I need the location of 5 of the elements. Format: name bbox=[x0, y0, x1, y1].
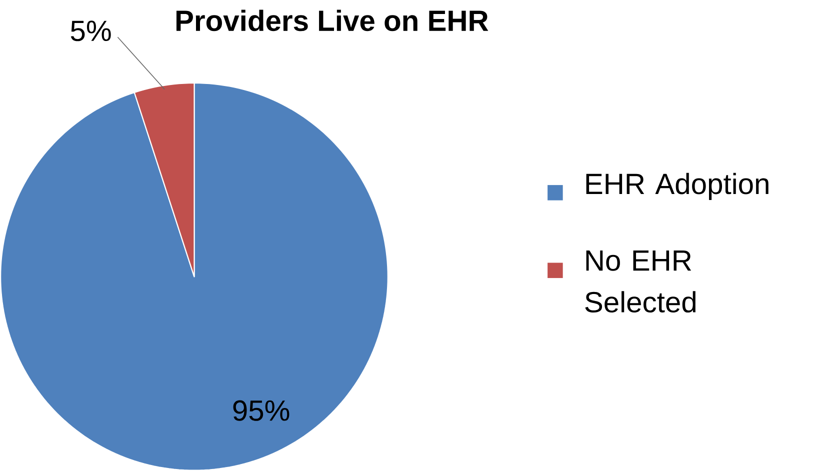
chart-title: Providers Live on EHR bbox=[176, 10, 488, 32]
legend-label: No EHR Selected bbox=[585, 250, 696, 313]
data-label: 5% bbox=[70, 20, 111, 42]
legend-label: EHR Adoption bbox=[586, 172, 768, 200]
data-label: 95% bbox=[233, 400, 290, 421]
